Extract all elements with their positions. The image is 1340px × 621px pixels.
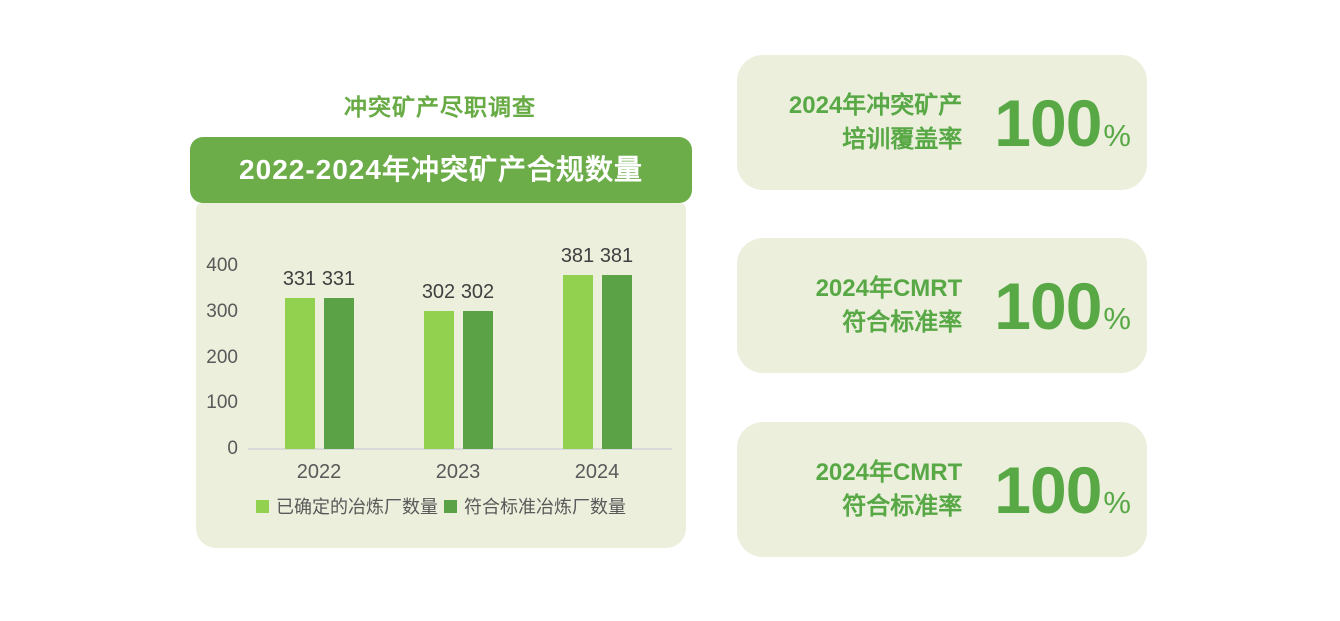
bar-2024-已确定的冶炼厂数量 (562, 275, 593, 449)
section-title: 冲突矿产尽职调查 (344, 94, 536, 120)
bar-2023-符合标准冶炼厂数量 (462, 311, 493, 449)
bar-2023-已确定的冶炼厂数量 (423, 311, 454, 449)
data-label: 331 (282, 268, 317, 290)
x-tick-label: 2023 (435, 461, 481, 483)
data-label: 331 (321, 268, 356, 290)
percent-sign: % (1103, 484, 1131, 520)
y-tick-label: 0 (227, 438, 238, 459)
data-label: 302 (421, 281, 456, 303)
stat-value: 100 % (994, 268, 1131, 343)
stat-value: 100 % (994, 452, 1131, 527)
bar-2022-已确定的冶炼厂数量 (284, 298, 315, 449)
legend-label: 符合标准冶炼厂数量 (464, 497, 626, 517)
y-tick-label: 300 (206, 300, 238, 322)
x-tick-label: 2022 (296, 461, 342, 483)
stat-card-training-coverage: 2024年冲突矿产 培训覆盖率 100 % (737, 55, 1147, 190)
chart-title-banner: 2022-2024年冲突矿产合规数量 (190, 137, 692, 203)
stat-label: 2024年CMRT 符合标准率 (815, 275, 963, 336)
stat-label: 2024年CMRT 符合标准率 (815, 459, 963, 520)
x-axis-line (248, 448, 672, 450)
data-label: 381 (599, 245, 634, 267)
bar-2024-符合标准冶炼厂数量 (601, 275, 632, 449)
x-tick-label: 2024 (574, 461, 620, 483)
y-tick-label: 200 (206, 346, 238, 368)
bar-chart-plot-area: 331 331 302 302 381 381 (248, 203, 672, 449)
bar-chart-card: 331 331 302 302 381 381 0 100 200 300 400 2022 202… (196, 203, 686, 548)
legend-swatch-icon (444, 499, 457, 513)
stat-card-cmrt-compliance-1: 2024年CMRT 符合标准率 100 % (737, 238, 1147, 373)
percent-sign: % (1103, 300, 1131, 336)
y-tick-label: 100 (206, 392, 238, 414)
y-tick-label: 400 (206, 255, 238, 276)
legend-label: 已确定的冶炼厂数量 (276, 497, 438, 517)
legend-item: 符合标准冶炼厂数量 (444, 493, 626, 519)
stat-card-cmrt-compliance-2: 2024年CMRT 符合标准率 100 % (737, 422, 1147, 557)
stat-label: 2024年冲突矿产 培训覆盖率 (788, 92, 963, 153)
chart-legend: 已确定的冶炼厂数量 符合标准冶炼厂数量 (196, 493, 686, 519)
legend-swatch-icon (256, 499, 269, 513)
data-label: 381 (560, 245, 595, 267)
stat-value: 100 % (994, 85, 1131, 160)
data-label: 302 (460, 281, 495, 303)
bar-2022-符合标准冶炼厂数量 (323, 298, 354, 449)
legend-item: 已确定的冶炼厂数量 (256, 493, 438, 519)
percent-sign: % (1103, 117, 1131, 153)
